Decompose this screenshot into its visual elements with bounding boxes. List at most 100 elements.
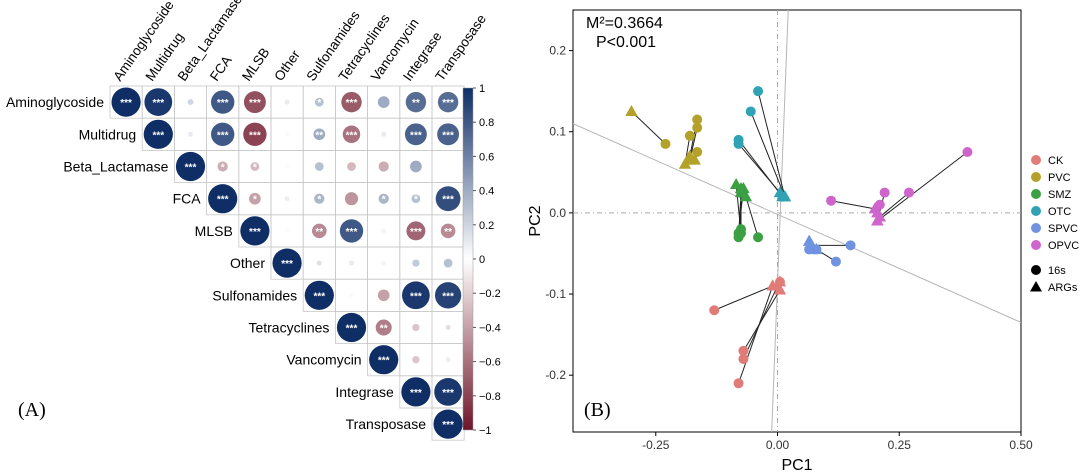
procrustes-link [738,143,781,193]
procrustes-link [743,289,781,352]
annotation-m2: M²=0.3664 [586,15,663,32]
args-point [773,275,787,287]
legend-shape-label: 16s [1048,265,1066,277]
significance-label: *** [410,388,422,399]
correlation-circle [208,184,238,214]
column-label: MLSB [239,45,272,84]
args-point [678,157,692,169]
procrustes-link [879,192,910,218]
correlation-circle [437,123,460,146]
correlation-circle [143,119,173,149]
correlation-circle [312,223,327,239]
16s-point [753,232,764,243]
correlation-circle [211,122,235,146]
legend-group-swatch [1031,172,1041,182]
correlation-circle [381,228,387,234]
correlation-circle [381,131,387,137]
group-legend: CK PVC SMZ OTC SPVC OPVC 16s ARGs [1030,155,1079,294]
correlation-circle [339,219,364,243]
row-label: Sulfonamides [212,287,297,303]
16s-point [874,199,885,210]
legend-group-label: SPVC [1048,223,1078,235]
correlation-circle [243,91,266,114]
correlation-circle [443,258,453,268]
x-axis-label: PC1 [781,457,812,474]
16s-point [962,147,973,158]
significance-label: *** [281,259,293,270]
y-tick-label: 0.1 [549,125,566,139]
row-label: Tetracyclines [248,320,329,336]
args-point [739,190,753,202]
x-tick-label: 0.00 [766,438,790,452]
x-tick-label: -0.25 [642,438,670,452]
correlation-circle [217,161,228,172]
significance-label: *** [313,291,325,302]
correlation-circle [377,289,390,302]
correlation-circle [404,123,427,146]
correlation-circle [304,280,334,310]
significance-label: * [253,163,257,174]
args-point [688,153,701,165]
panel-label-b: (B) [584,399,611,421]
procrustes-link [830,200,876,210]
16s-point [738,345,749,356]
correlation-circle [378,193,389,204]
correlation-circle [412,323,420,332]
significance-label: * [414,195,418,206]
args-point [625,104,638,116]
significance-label: *** [442,98,454,109]
legend-group-swatch [1031,240,1041,250]
correlation-circle [316,260,322,266]
correlation-circle [445,357,451,363]
legend-group-swatch [1031,223,1041,233]
procrustes-link [750,111,786,197]
correlation-circle [405,91,427,113]
args-point [871,206,884,218]
row-label: Transposase [346,416,427,432]
colorbar-tick-label: −0.8 [479,391,501,403]
correlation-circle [250,162,260,171]
significance-label: *** [346,130,358,141]
correlation-circle [284,196,290,202]
significance-label: *** [442,195,454,206]
colorbar-tick-label: −0.4 [479,322,501,334]
16s-point [904,187,914,198]
row-label: Vancomycin [286,352,361,368]
correlation-circle [435,186,461,212]
significance-label: *** [346,227,358,238]
correlation-circle [341,91,362,113]
row-label: FCA [173,191,202,207]
procrustes-link [738,285,774,384]
significance-label: *** [442,130,454,141]
row-label: MLSB [195,223,233,239]
args-point [773,283,787,295]
16s-point [660,138,671,149]
column-label: Transposase [432,12,489,84]
significance-label: *** [378,356,390,367]
significance-label: *** [410,130,422,141]
correlation-circle [284,164,290,169]
correlation-circle [336,312,367,343]
plot-frame [572,9,1022,433]
procrustes-link [757,91,786,197]
legend-shape-swatch [1030,281,1042,292]
correlation-circle [240,216,270,246]
correlation-circle [284,131,290,137]
correlation-circle [369,345,399,375]
correlation-circle [412,356,420,364]
correlation-circle [440,223,456,239]
16s-point [733,232,744,243]
annotation-p-value: P<0.001 [596,34,656,51]
column-label: FCA [207,53,235,84]
16s-point [709,305,720,316]
correlation-circle [111,87,141,117]
16s-point [879,187,890,198]
legend-group-label: CK [1048,155,1064,167]
significance-label: * [253,195,257,206]
panel-label-a: (A) [18,399,46,421]
colorbar-tick-label: −1 [479,425,492,437]
significance-label: *** [217,130,229,141]
correlation-circle [378,161,389,172]
correlation-circle [211,90,235,114]
correlation-circle [445,164,451,169]
